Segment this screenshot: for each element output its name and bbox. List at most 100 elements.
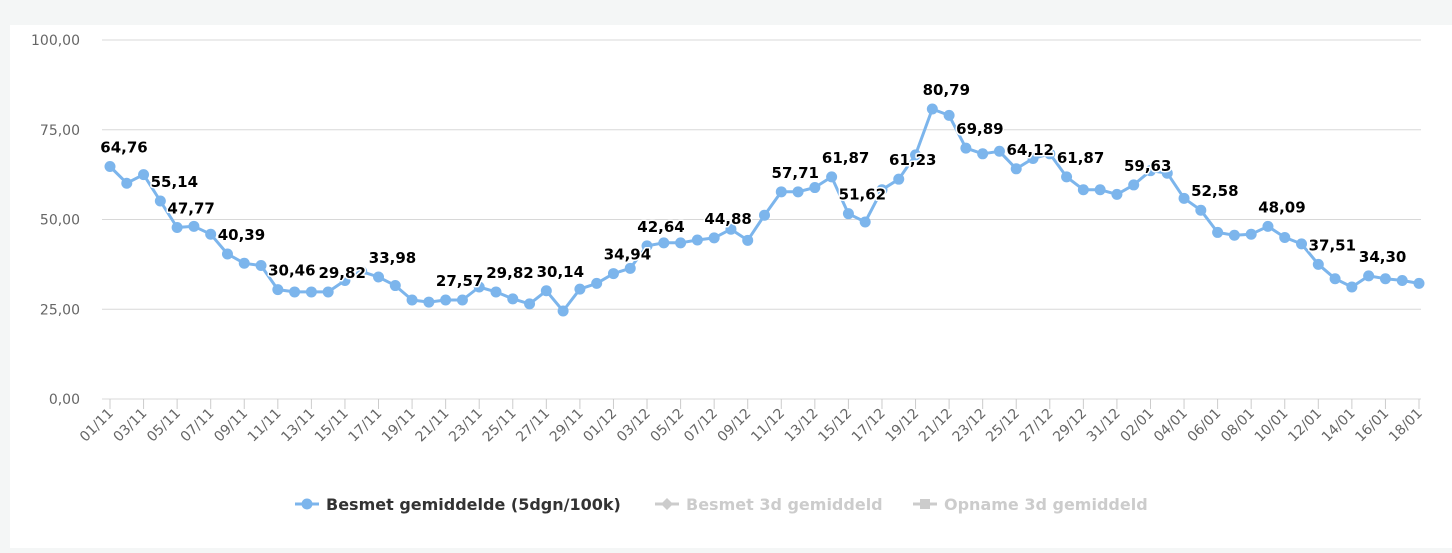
data-point[interactable] (1346, 281, 1358, 293)
data-point[interactable] (574, 283, 586, 295)
series-besmet-gemiddelde[interactable] (104, 103, 1425, 317)
data-point[interactable] (188, 220, 200, 232)
data-label: 40,39 (218, 226, 265, 244)
data-point[interactable] (524, 298, 536, 310)
data-point[interactable] (507, 293, 519, 305)
data-point[interactable] (1044, 148, 1056, 160)
x-tick-label: 21/12 (916, 406, 956, 446)
data-point[interactable] (708, 232, 720, 244)
data-point[interactable] (322, 286, 334, 298)
data-point[interactable] (121, 177, 133, 189)
data-point[interactable] (1329, 273, 1341, 285)
data-point[interactable] (289, 286, 301, 298)
data-point[interactable] (1161, 167, 1173, 179)
data-point[interactable] (842, 208, 854, 220)
data-point[interactable] (1094, 184, 1106, 196)
data-point[interactable] (389, 280, 401, 292)
data-point[interactable] (1128, 179, 1140, 191)
data-point[interactable] (910, 149, 922, 161)
data-point[interactable] (1010, 163, 1022, 175)
data-label: 59,63 (1124, 157, 1171, 175)
data-point[interactable] (1111, 188, 1123, 200)
data-point[interactable] (238, 257, 250, 269)
data-point[interactable] (473, 281, 485, 293)
data-point[interactable] (557, 305, 569, 317)
data-point[interactable] (826, 171, 838, 183)
data-point[interactable] (607, 268, 619, 280)
data-point[interactable] (809, 182, 821, 194)
y-tick-label: 100,00 (31, 33, 80, 49)
data-point[interactable] (1296, 238, 1308, 250)
data-point[interactable] (154, 195, 166, 207)
data-point[interactable] (373, 271, 385, 283)
data-point[interactable] (138, 169, 150, 181)
x-tick-label: 31/12 (1084, 406, 1124, 446)
data-point[interactable] (423, 296, 435, 308)
data-point[interactable] (742, 234, 754, 246)
x-tick-label: 16/01 (1352, 406, 1392, 446)
data-point[interactable] (456, 294, 468, 306)
data-point[interactable] (205, 228, 217, 240)
data-point[interactable] (1262, 220, 1274, 232)
data-point[interactable] (339, 275, 351, 287)
data-point[interactable] (540, 285, 552, 297)
data-point[interactable] (725, 223, 737, 235)
data-point[interactable] (490, 286, 502, 298)
data-label: 47,77 (167, 200, 214, 218)
data-point[interactable] (876, 184, 888, 196)
data-point[interactable] (960, 142, 972, 154)
data-point[interactable] (104, 161, 116, 173)
data-point[interactable] (305, 286, 317, 298)
data-point[interactable] (1413, 277, 1425, 289)
legend-item[interactable]: Besmet gemiddelde (5dgn/100k) (295, 495, 621, 514)
data-point[interactable] (1144, 165, 1156, 177)
data-label: 33,98 (369, 249, 416, 267)
data-point[interactable] (171, 222, 183, 234)
data-point[interactable] (1027, 152, 1039, 164)
data-point[interactable] (1379, 273, 1391, 285)
data-point[interactable] (759, 209, 770, 221)
data-point[interactable] (893, 173, 905, 185)
data-point[interactable] (1195, 204, 1207, 216)
x-tick-label: 06/01 (1185, 406, 1225, 446)
x-tick-label: 15/11 (312, 406, 352, 446)
data-point[interactable] (1077, 184, 1089, 196)
data-point[interactable] (1061, 171, 1073, 183)
data-point[interactable] (1396, 275, 1408, 287)
data-point[interactable] (1245, 228, 1257, 240)
data-point[interactable] (658, 237, 670, 249)
data-point[interactable] (691, 234, 703, 246)
data-point[interactable] (356, 266, 368, 278)
data-point[interactable] (255, 259, 267, 271)
data-point[interactable] (1212, 226, 1224, 238)
data-point[interactable] (440, 294, 452, 306)
data-point[interactable] (993, 145, 1005, 157)
data-point[interactable] (943, 109, 955, 121)
data-point[interactable] (1178, 192, 1190, 204)
data-point[interactable] (641, 240, 653, 252)
data-point[interactable] (859, 216, 871, 228)
data-point[interactable] (591, 277, 603, 289)
legend-label: Besmet 3d gemiddeld (686, 495, 883, 514)
data-point[interactable] (624, 262, 636, 274)
data-point[interactable] (926, 103, 938, 115)
square-line-icon (920, 499, 930, 509)
data-point[interactable] (775, 186, 787, 198)
data-point[interactable] (977, 148, 989, 160)
data-point[interactable] (792, 186, 804, 198)
legend-item[interactable]: Opname 3d gemiddeld (913, 495, 1148, 514)
data-point[interactable] (1312, 258, 1324, 270)
data-point[interactable] (1279, 231, 1291, 243)
data-point[interactable] (221, 248, 233, 260)
data-point[interactable] (1363, 270, 1375, 282)
data-label: 30,14 (537, 263, 584, 281)
data-point[interactable] (272, 284, 284, 296)
data-point[interactable] (406, 294, 418, 306)
x-tick-label: 11/12 (748, 406, 788, 446)
data-point[interactable] (1228, 229, 1240, 241)
x-tick-label: 18/01 (1386, 406, 1426, 446)
y-tick-label: 25,00 (40, 302, 80, 318)
data-point[interactable] (675, 237, 687, 249)
legend-item[interactable]: Besmet 3d gemiddeld (655, 495, 883, 514)
